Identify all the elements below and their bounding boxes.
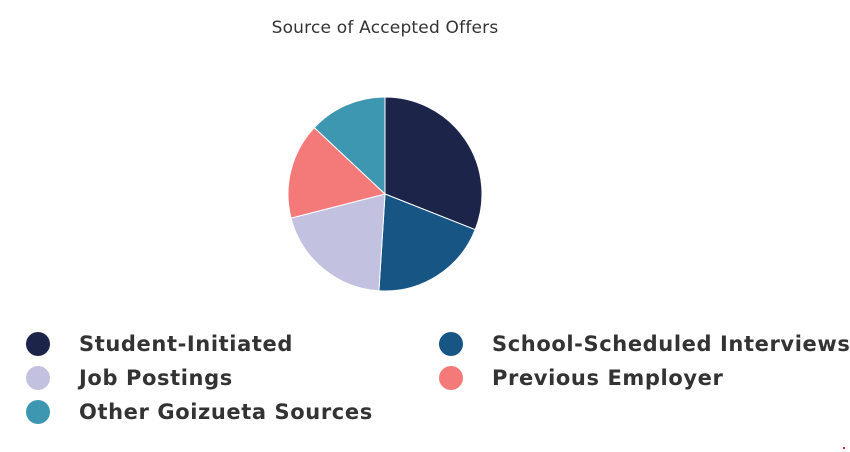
legend-marker (439, 332, 463, 356)
legend-marker (26, 400, 50, 424)
legend-marker (26, 366, 50, 390)
pie-slice-school-scheduled-interviews[interactable] (378, 193, 476, 292)
legend-marker (439, 366, 463, 390)
legend-item-student-initiated[interactable]: Student-Initiated (26, 329, 293, 359)
pie-slices (287, 96, 483, 292)
pie-slice-job-postings[interactable] (290, 193, 386, 292)
chart-title: Source of Accepted Offers (271, 18, 499, 38)
legend-label: Job Postings (79, 366, 233, 390)
legend-item-previous-employer[interactable]: Previous Employer (439, 363, 723, 393)
legend-label: Student-Initiated (79, 332, 293, 356)
legend-marker (26, 332, 50, 356)
legend-label: Other Goizueta Sources (79, 400, 373, 424)
pie-slice-previous-employer[interactable] (287, 126, 387, 219)
legend-label: Previous Employer (492, 366, 724, 390)
legend-item-school-scheduled-interviews[interactable]: School-Scheduled Interviews (439, 329, 850, 359)
pie-slice-student-initiated[interactable] (384, 96, 483, 231)
corner-mark (843, 447, 845, 449)
pie-slice-other-goizueta-sources[interactable] (313, 96, 386, 196)
legend-item-job-postings[interactable]: Job Postings (26, 363, 233, 393)
legend-item-other-goizueta-sources[interactable]: Other Goizueta Sources (26, 397, 373, 427)
legend-label: School-Scheduled Interviews (492, 332, 850, 356)
